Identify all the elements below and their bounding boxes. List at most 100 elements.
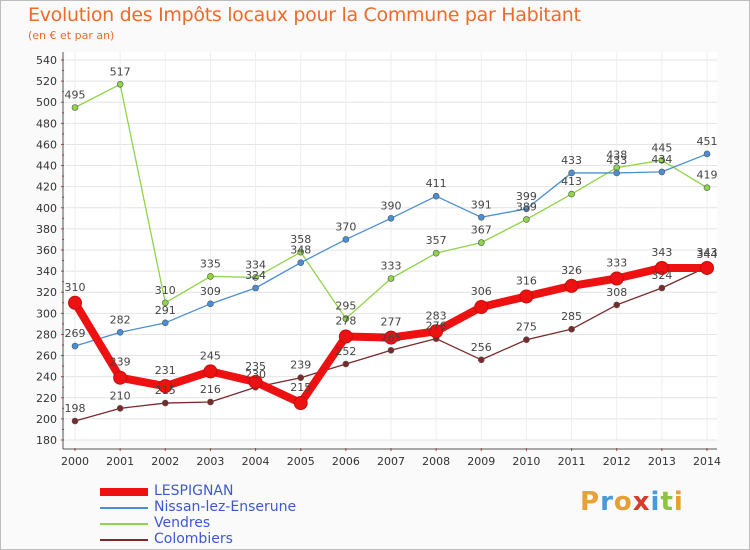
y-tick-label: 280 xyxy=(36,328,57,341)
data-label-3: 215 xyxy=(155,384,176,397)
legend-label-lespignan: LESPIGNAN xyxy=(154,483,234,499)
series-point-2 xyxy=(207,273,214,280)
data-label-2: 295 xyxy=(335,300,356,313)
series-point-3 xyxy=(71,417,79,425)
y-tick-label: 520 xyxy=(36,75,57,88)
data-label-1: 370 xyxy=(335,220,356,233)
data-label-3: 344 xyxy=(697,248,718,261)
series-point-1 xyxy=(387,215,395,222)
data-label-2: 517 xyxy=(110,65,131,78)
data-label-1: 390 xyxy=(381,199,402,212)
series-point-3 xyxy=(523,336,530,344)
data-label-2: 419 xyxy=(697,169,718,182)
series-point-2 xyxy=(71,104,79,111)
series-point-0 xyxy=(68,295,82,310)
y-tick-label: 260 xyxy=(36,350,57,363)
series-point-3 xyxy=(568,325,575,333)
data-label-0: 306 xyxy=(471,285,492,298)
series-point-1 xyxy=(568,169,575,177)
series-point-2 xyxy=(387,275,395,282)
data-label-1: 433 xyxy=(561,154,582,167)
data-label-3: 285 xyxy=(561,310,582,323)
series-point-1 xyxy=(297,259,305,266)
data-label-1: 434 xyxy=(651,153,672,166)
chart-subtitle: (en € et par an) xyxy=(28,29,115,42)
legend-label-colombiers: Colombiers xyxy=(154,531,233,547)
data-label-2: 310 xyxy=(155,284,176,297)
data-label-2: 357 xyxy=(426,234,447,247)
series-point-1 xyxy=(207,300,214,308)
data-label-1: 391 xyxy=(471,198,492,211)
data-label-0: 235 xyxy=(245,360,266,373)
series-point-0 xyxy=(609,271,624,286)
x-tick-label: 2010 xyxy=(512,455,540,468)
x-tick-label: 2003 xyxy=(196,455,224,468)
series-point-3 xyxy=(207,398,214,406)
data-label-3: 308 xyxy=(606,286,627,299)
data-label-2: 335 xyxy=(200,257,221,270)
series-point-2 xyxy=(252,274,259,281)
proxiti-logo: Proxiti xyxy=(580,487,684,517)
series-point-1 xyxy=(613,169,621,177)
series-point-1 xyxy=(477,213,485,221)
data-label-2: 445 xyxy=(651,141,672,154)
series-point-2 xyxy=(523,216,530,223)
y-tick-label: 220 xyxy=(36,392,57,405)
data-label-0: 333 xyxy=(606,257,627,270)
series-point-3 xyxy=(342,360,350,368)
logo-letter: P xyxy=(580,487,601,517)
data-label-0: 277 xyxy=(381,316,402,329)
series-point-1 xyxy=(161,319,169,327)
data-label-2: 333 xyxy=(381,260,402,273)
series-point-1 xyxy=(252,284,259,292)
series-point-2 xyxy=(432,249,440,257)
data-label-3: 198 xyxy=(65,402,86,415)
logo-letter: t xyxy=(660,487,674,517)
logo-letter: r xyxy=(600,487,614,517)
series-point-3 xyxy=(161,399,169,407)
data-label-1: 411 xyxy=(426,177,447,190)
y-tick-label: 320 xyxy=(36,286,57,299)
data-label-3: 324 xyxy=(651,269,672,282)
data-label-3: 239 xyxy=(290,359,311,372)
chart-title: Evolution des Impôts locaux pour la Comm… xyxy=(28,4,581,26)
x-tick-label: 2000 xyxy=(61,455,89,468)
series-point-0 xyxy=(203,364,218,379)
y-tick-label: 440 xyxy=(36,160,57,173)
data-label-0: 239 xyxy=(110,356,131,369)
data-label-2: 438 xyxy=(606,149,627,162)
data-label-1: 282 xyxy=(110,313,131,326)
data-label-1: 291 xyxy=(155,304,176,317)
y-tick-label: 400 xyxy=(36,202,57,215)
x-tick-label: 2005 xyxy=(287,455,315,468)
x-tick-label: 2009 xyxy=(467,455,495,468)
data-label-0: 231 xyxy=(155,364,176,377)
data-label-1: 309 xyxy=(200,285,221,298)
legend-label-nissan: Nissan-lez-Enserune xyxy=(154,499,297,515)
y-tick-label: 340 xyxy=(36,265,57,278)
data-label-2: 495 xyxy=(65,89,86,102)
series-point-0 xyxy=(293,396,308,411)
y-tick-label: 200 xyxy=(36,413,57,426)
x-tick-label: 2004 xyxy=(242,455,270,468)
series-point-1 xyxy=(116,329,124,336)
series-point-2 xyxy=(342,315,350,322)
series-point-0 xyxy=(248,374,263,389)
series-point-2 xyxy=(297,248,305,256)
logo-letter: x xyxy=(632,487,651,517)
x-tick-label: 2001 xyxy=(106,455,134,468)
x-tick-label: 2002 xyxy=(151,455,179,468)
x-tick-label: 2013 xyxy=(648,455,676,468)
series-point-3 xyxy=(297,374,305,382)
data-label-0: 343 xyxy=(651,246,672,259)
series-point-1 xyxy=(658,168,666,176)
y-tick-label: 540 xyxy=(36,54,57,67)
data-label-1: 433 xyxy=(606,154,627,167)
data-label-3: 230 xyxy=(245,368,266,381)
legend-swatch-colombiers xyxy=(100,539,148,541)
y-tick-label: 480 xyxy=(36,117,57,130)
series-point-3 xyxy=(116,405,124,412)
x-tick-label: 2012 xyxy=(603,455,631,468)
legend-swatch-lespignan xyxy=(100,488,148,496)
